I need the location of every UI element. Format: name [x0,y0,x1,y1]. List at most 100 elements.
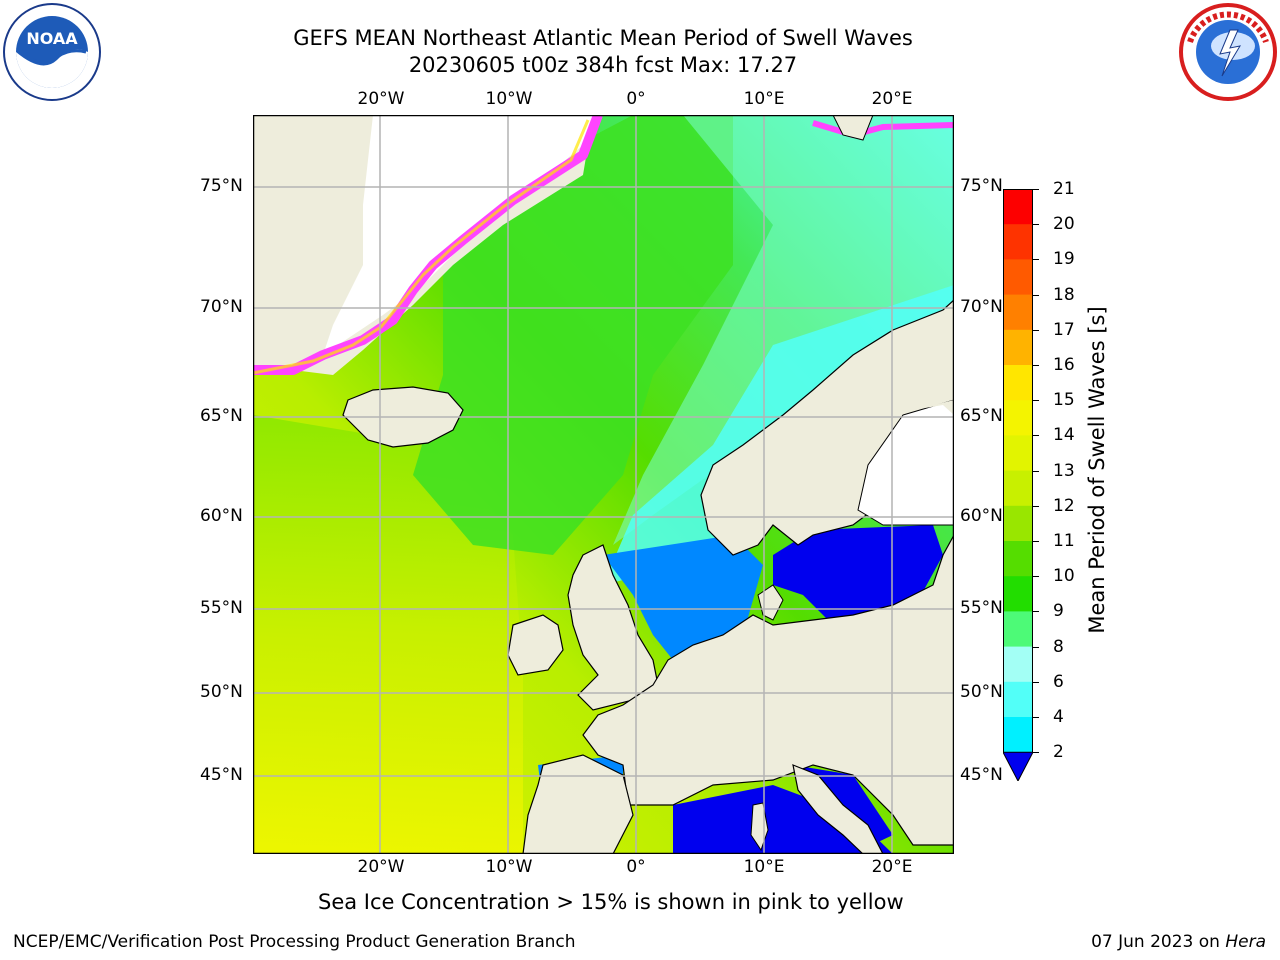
colorbar-tick-mark [1033,329,1039,331]
colorbar-tick-mark [1033,435,1039,437]
colorbar-band [1003,259,1033,296]
footer-host: Hera [1225,932,1266,952]
svg-text:NOAA: NOAA [26,29,78,48]
lon-label-top-20e: 20°E [871,89,913,109]
colorbar-band [1003,611,1033,648]
colorbar-band [1003,400,1033,436]
footer-credit: NCEP/EMC/Verification Post Processing Pr… [13,932,576,952]
lon-label-bottom-20w: 20°W [357,857,405,877]
lat-label-left-60n: 60°N [200,506,243,526]
sea-ice-note: Sea Ice Concentration > 15% is shown in … [318,890,904,914]
colorbar-tick-mark [1033,189,1039,190]
colorbar-band [1003,470,1033,507]
colorbar-tick-mark [1033,646,1039,648]
map-frame [252,114,955,855]
lat-label-right-70n: 70°N [960,297,1003,317]
europe-land [582,534,955,846]
colorbar-band [1003,435,1033,472]
colorbar-band [1003,505,1033,542]
swell-cyan-region [613,115,954,545]
lat-label-right-60n: 60°N [960,506,1003,526]
map-grid [253,115,954,854]
noaa-logo: NOAA [2,2,102,102]
colorbar-tick-mark [1033,470,1039,472]
colorbar-tick-label: 15 [1053,390,1075,411]
colorbar-tick-mark [1033,576,1039,578]
colorbar-tick-label: 17 [1053,319,1075,340]
finland-land [913,400,954,415]
colorbar-tick-label: 6 [1053,671,1064,692]
lon-label-top-10e: 10°E [743,89,785,109]
colorbar-band [1003,541,1033,577]
colorbar [1002,189,1034,783]
colorbar-band [1003,717,1033,753]
colorbar-svg [1002,189,1034,783]
lat-label-right-65n: 65°N [960,406,1003,426]
chart-title: GEFS MEAN Northeast Atlantic Mean Period… [293,26,913,50]
map-svg [252,113,955,855]
lon-label-bottom-0: 0° [626,857,646,877]
colorbar-tick-label: 10 [1053,566,1075,587]
colorbar-band [1003,681,1033,718]
swell-yellow-region [253,415,523,854]
colorbar-tick-label: 8 [1053,636,1064,657]
colorbar-band [1003,189,1033,225]
footer-date: 07 Jun 2023 on Hera [1091,932,1266,952]
colorbar-tick-label: 14 [1053,425,1075,446]
colorbar-tick-label: 21 [1053,179,1075,199]
lat-label-left-65n: 65°N [200,406,243,426]
colorbar-tick-mark [1033,505,1039,507]
baltic-blue [773,525,943,625]
lon-label-top-10w: 10°W [485,89,533,109]
colorbar-tick-mark [1033,611,1039,613]
colorbar-band [1003,365,1033,401]
colorbar-tick-label: 19 [1053,249,1075,270]
ireland-land [507,614,564,676]
colorbar-tick-label: 18 [1053,284,1075,305]
colorbar-tick-mark [1033,541,1039,542]
colorbar-tick-mark [1033,400,1039,402]
lat-label-right-50n: 50°N [960,682,1003,702]
svalbard-ice [812,120,954,139]
north-sea-blue [603,535,763,660]
greenland-ice-white [323,115,593,355]
colorbar-tick-label: 16 [1053,355,1075,375]
lat-label-left-45n: 45°N [200,765,243,785]
colorbar-band [1003,646,1033,683]
lat-label-right-45n: 45°N [960,765,1003,785]
colorbar-tick-mark [1033,224,1039,226]
colorbar-tick-mark [1033,294,1039,296]
colorbar-extend-arrow [1002,751,1034,783]
colorbar-tick-mark [1033,681,1039,683]
colorbar-label: Mean Period of Swell Waves [s] [1085,306,1109,634]
lat-label-left-75n: 75°N [200,176,243,196]
colorbar-band [1003,329,1033,366]
lat-label-left-50n: 50°N [200,682,243,702]
colorbar-tick-mark [1033,717,1039,718]
colorbar-tick-label: 4 [1053,707,1064,727]
lon-label-bottom-20e: 20°E [871,857,913,877]
colorbar-tick-mark [1033,752,1039,754]
colorbar-tick-mark [1033,259,1039,261]
lon-label-bottom-10e: 10°E [743,857,785,877]
colorbar-tick-label: 13 [1053,460,1075,481]
nws-logo [1178,2,1278,102]
lat-label-left-70n: 70°N [200,297,243,317]
lon-label-top-0: 0° [626,89,646,109]
chart-subtitle: 20230605 t00z 384h fcst Max: 17.27 [408,53,798,77]
lon-label-top-20w: 20°W [357,89,405,109]
colorbar-tick-label: 12 [1053,495,1075,516]
colorbar-band [1003,224,1033,260]
lat-label-left-55n: 55°N [200,598,243,618]
lon-label-bottom-10w: 10°W [485,857,533,877]
map-panel [252,113,955,855]
colorbar-frame [1003,189,1033,753]
footer-date-text: 07 Jun 2023 on [1091,932,1226,952]
lat-label-right-75n: 75°N [960,176,1003,196]
lat-label-right-55n: 55°N [960,598,1003,618]
colorbar-tick-label: 2 [1053,742,1064,763]
colorbar-band [1003,294,1033,331]
colorbar-tick-label: 11 [1053,531,1075,551]
colorbar-tick-label: 9 [1053,601,1064,622]
colorbar-tick-label: 20 [1053,214,1075,235]
